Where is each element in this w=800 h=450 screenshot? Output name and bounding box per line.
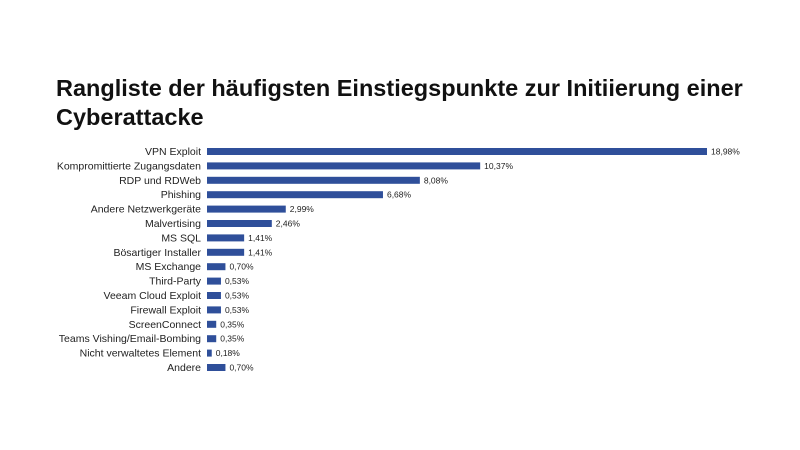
- value-label: 0,70%: [229, 262, 254, 272]
- category-label: Firewall Exploit: [130, 304, 201, 316]
- category-label: Bösartiger Installer: [113, 247, 201, 259]
- category-label: Malvertising: [145, 218, 201, 230]
- bar: [207, 335, 217, 343]
- category-label: Phishing: [161, 189, 201, 201]
- value-label: 0,53%: [225, 291, 250, 301]
- category-label: Teams Vishing/Email-Bombing: [59, 333, 201, 345]
- bar: [207, 248, 245, 256]
- category-label: Nicht verwaltetes Element: [80, 348, 201, 360]
- value-label: 0,18%: [216, 348, 241, 358]
- category-label: Veeam Cloud Exploit: [104, 290, 202, 302]
- category-label: Kompromittierte Zugangsdaten: [57, 160, 201, 172]
- bar: [207, 176, 420, 184]
- bar: [207, 148, 707, 155]
- value-label: 0,70%: [229, 363, 254, 373]
- value-label: 10,37%: [484, 161, 513, 171]
- value-label: 0,35%: [220, 319, 245, 329]
- category-label: Andere Netzwerkgeräte: [91, 204, 201, 216]
- bar: [207, 263, 226, 271]
- category-label: ScreenConnect: [129, 319, 201, 331]
- category-label: VPN Exploit: [145, 146, 201, 158]
- value-label: 0,35%: [220, 334, 245, 344]
- value-label: 1,41%: [248, 247, 273, 257]
- bar-group: VPN Exploit 18,98% Kompromittierte Zugangs…: [57, 146, 740, 374]
- value-label: 1,41%: [248, 233, 273, 243]
- category-label: MS Exchange: [136, 261, 202, 273]
- value-label: 2,99%: [290, 204, 315, 214]
- category-label: Third-Party: [149, 276, 202, 288]
- value-label: 6,68%: [387, 190, 412, 200]
- category-label: RDP und RDWeb: [119, 175, 201, 187]
- category-label: MS SQL: [161, 232, 201, 244]
- value-label: 0,53%: [225, 276, 250, 286]
- bar: [207, 277, 221, 285]
- bar: [207, 234, 245, 242]
- value-label: 8,08%: [424, 175, 449, 185]
- chart-title: Rangliste der häufigsten Einstiegspunkte…: [56, 75, 743, 130]
- bar: [207, 292, 221, 299]
- bar: [207, 162, 481, 170]
- bar: [207, 191, 383, 199]
- category-label: Andere: [167, 362, 201, 374]
- bar: [207, 220, 272, 227]
- bar: [207, 306, 221, 314]
- bar: [207, 205, 286, 213]
- value-label: 18,98%: [711, 147, 740, 157]
- bar: [207, 349, 212, 357]
- value-label: 2,46%: [276, 219, 301, 229]
- value-label: 0,53%: [225, 305, 250, 315]
- bar: [207, 364, 226, 371]
- bar: [207, 320, 217, 328]
